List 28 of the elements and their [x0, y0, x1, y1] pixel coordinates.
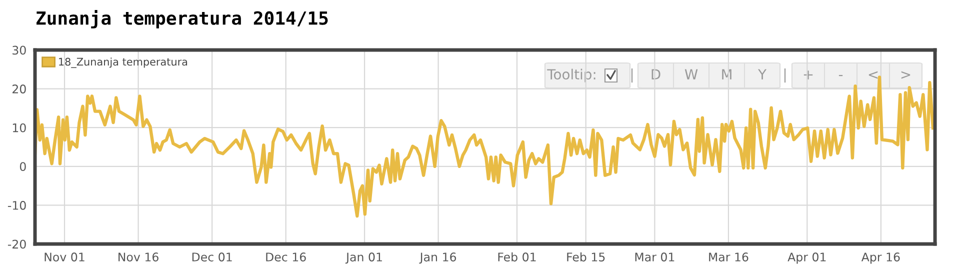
y-tick-label: 30 — [12, 46, 26, 55]
x-tick-label: Apr 16 — [861, 252, 900, 264]
y-tick-label: -20 — [8, 240, 26, 249]
x-tick-label: Jan 01 — [345, 252, 382, 264]
annotation: Y — [758, 69, 767, 80]
annotation: < — [868, 71, 878, 79]
y-tick-label: 20 — [12, 84, 26, 94]
x-tick-label: Jan 16 — [419, 252, 456, 264]
x-tick-label: Feb 15 — [567, 252, 605, 262]
annotation: D — [652, 69, 660, 80]
annotation: W — [684, 69, 698, 80]
legend-label: 18_Zunanja temperatura — [59, 58, 188, 68]
chart-title: Zunanja temperatura 2014/15 — [36, 10, 328, 28]
x-tick-label: Dec 01 — [192, 252, 232, 262]
annotation: > — [901, 71, 910, 79]
annotation: Tooltip: — [547, 68, 596, 82]
x-tick-label: Nov 16 — [118, 252, 158, 262]
annotation: - — [838, 74, 843, 76]
x-tick-label: Feb 01 — [498, 252, 536, 262]
x-tick-label: Mar 16 — [709, 252, 748, 262]
y-tick-label: 0 — [20, 162, 26, 172]
y-tick-label: 10 — [12, 123, 26, 132]
x-tick-label: Mar 01 — [635, 252, 674, 262]
x-tick-label: Dec 16 — [266, 252, 306, 262]
y-tick-label: -10 — [8, 200, 26, 210]
x-tick-label: Apr 01 — [788, 252, 826, 264]
annotation: + — [804, 70, 813, 80]
x-tick-label: Nov 01 — [44, 252, 84, 262]
